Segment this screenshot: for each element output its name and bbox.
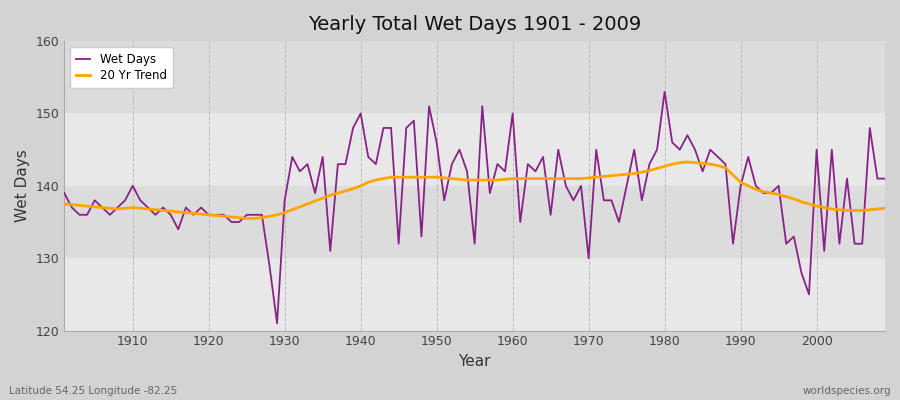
Wet Days: [515, 220, 526, 224]
20 Yr Trend: [515, 176, 526, 181]
Bar: [64, 41, 885, 114]
20 Yr Trend: [682, 160, 693, 164]
Wet Days: [508, 111, 518, 116]
Text: Latitude 54.25 Longitude -82.25: Latitude 54.25 Longitude -82.25: [9, 386, 177, 396]
Bar: [64, 114, 885, 186]
Wet Days: [58, 191, 69, 196]
20 Yr Trend: [58, 202, 69, 206]
Y-axis label: Wet Days: Wet Days: [15, 150, 30, 222]
Wet Days: [120, 198, 130, 203]
Bar: [64, 186, 885, 258]
X-axis label: Year: Year: [458, 354, 491, 369]
Title: Yearly Total Wet Days 1901 - 2009: Yearly Total Wet Days 1901 - 2009: [308, 15, 642, 34]
Wet Days: [659, 89, 670, 94]
20 Yr Trend: [508, 176, 518, 181]
20 Yr Trend: [606, 173, 616, 178]
Wet Days: [606, 198, 616, 203]
Bar: [64, 258, 885, 330]
20 Yr Trend: [241, 216, 252, 221]
20 Yr Trend: [340, 188, 351, 193]
20 Yr Trend: [120, 206, 130, 211]
Line: Wet Days: Wet Days: [64, 92, 885, 323]
Line: 20 Yr Trend: 20 Yr Trend: [64, 162, 885, 218]
20 Yr Trend: [879, 206, 890, 211]
Text: worldspecies.org: worldspecies.org: [803, 386, 891, 396]
20 Yr Trend: [294, 204, 305, 209]
Wet Days: [340, 162, 351, 166]
Wet Days: [272, 321, 283, 326]
Legend: Wet Days, 20 Yr Trend: Wet Days, 20 Yr Trend: [70, 47, 173, 88]
Wet Days: [294, 169, 305, 174]
Wet Days: [879, 176, 890, 181]
